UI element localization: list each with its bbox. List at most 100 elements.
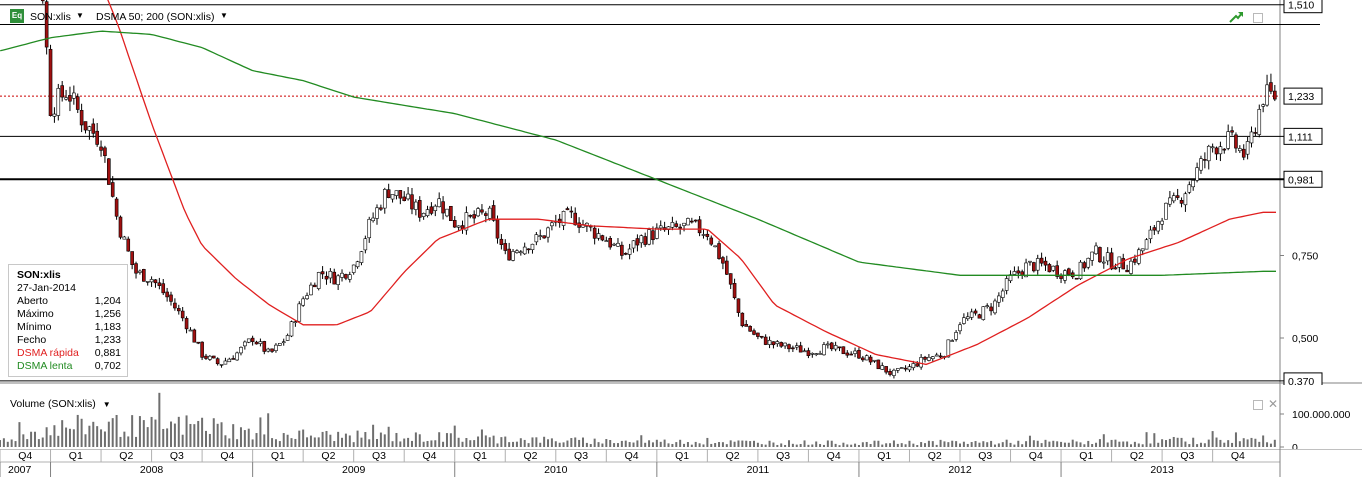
volume-bar <box>88 425 91 447</box>
volume-bar <box>850 444 853 447</box>
volume-bar <box>920 442 923 447</box>
candle-body <box>965 316 970 320</box>
volume-bar <box>181 434 184 447</box>
candle-body <box>592 227 597 239</box>
legend-value: 1,183 <box>94 321 121 333</box>
volume-bar <box>1258 441 1261 447</box>
volume-bar <box>10 439 13 447</box>
quarter-label: Q1 <box>69 450 83 462</box>
candle-body <box>87 126 92 131</box>
volume-tick-label: 0 <box>1292 442 1298 454</box>
volume-bar <box>531 437 534 447</box>
quarter-label: Q1 <box>1079 450 1093 462</box>
volume-bar <box>22 434 25 447</box>
volume-bar <box>212 418 215 447</box>
volume-bar <box>632 442 635 447</box>
volume-bar <box>515 441 518 447</box>
volume-bar <box>14 441 17 447</box>
maximize-volume-icon[interactable] <box>1253 400 1263 410</box>
volume-bar <box>344 433 347 447</box>
candle-body <box>845 352 850 356</box>
volume-bar <box>997 443 1000 447</box>
quarter-label: Q1 <box>473 450 487 462</box>
candle-body <box>1113 267 1118 270</box>
volume-bar <box>282 433 285 447</box>
volume-bar <box>1203 443 1206 447</box>
volume-bar <box>360 437 363 447</box>
candle-body <box>441 201 445 214</box>
volume-bar <box>756 442 759 447</box>
indicator-selector[interactable]: DSMA 50; 200 (SON:xlis) <box>96 11 215 23</box>
volume-bar <box>321 431 324 447</box>
volume-bar <box>826 440 829 447</box>
volume-bar <box>1215 437 1218 447</box>
trend-arrow-icon[interactable] <box>1228 10 1244 24</box>
price-tag-box <box>1283 127 1323 145</box>
candle-body <box>954 332 958 340</box>
candle-body <box>52 113 57 117</box>
volume-bar <box>1231 442 1234 447</box>
candle-body <box>697 219 702 234</box>
volume-bar <box>352 442 355 447</box>
volume-bar <box>721 442 724 447</box>
symbol-selector[interactable]: SON:xlis <box>30 11 71 23</box>
maximize-pane-icon[interactable] <box>1253 13 1263 23</box>
candle-body <box>410 194 414 210</box>
volume-bar <box>1036 440 1039 447</box>
quarter-label: Q2 <box>726 450 740 462</box>
volume-bar <box>72 429 75 447</box>
close-volume-icon[interactable]: ✕ <box>1268 397 1279 411</box>
volume-bar <box>865 441 868 447</box>
volume-bar <box>1087 440 1090 447</box>
candle-body <box>612 243 616 246</box>
volume-bar <box>306 437 309 447</box>
volume-bar <box>659 441 662 447</box>
volume-bar <box>702 444 705 447</box>
candle-body <box>1152 227 1157 231</box>
volume-dropdown-icon[interactable]: ▼ <box>102 400 111 409</box>
volume-bar <box>780 443 783 447</box>
symbol-dropdown-icon[interactable]: ▼ <box>76 11 84 20</box>
chart-toolbar: Eq SON:xlis ▼ DSMA 50; 200 (SON:xlis) ▼ <box>0 0 1280 28</box>
legend-value: 1,204 <box>94 295 121 307</box>
volume-bar <box>216 423 219 447</box>
candle-body <box>565 208 570 211</box>
candle-body <box>721 257 725 264</box>
volume-bar <box>0 440 1 447</box>
candle-body <box>1191 180 1195 188</box>
candle-body <box>635 238 640 246</box>
volume-bar <box>605 439 608 447</box>
indicator-dropdown-icon[interactable]: ▼ <box>220 11 228 20</box>
candle-body <box>1253 132 1258 134</box>
volume-bar <box>512 441 515 447</box>
candle-body <box>239 346 243 354</box>
candle-body <box>188 329 193 332</box>
quarter-label: Q4 <box>18 450 32 462</box>
volume-bar <box>815 441 818 447</box>
volume-bar <box>414 432 417 447</box>
volume-bar <box>609 440 612 447</box>
volume-bar <box>1250 437 1253 447</box>
candle-body <box>359 251 364 263</box>
volume-panel-title[interactable]: Volume (SON:xlis) ▼ <box>10 398 111 410</box>
volume-bar <box>399 441 402 447</box>
candle-body <box>993 300 997 314</box>
candle-body <box>655 227 659 239</box>
volume-bar <box>496 443 499 447</box>
candle-body <box>1195 167 1199 181</box>
volume-bar <box>294 438 297 447</box>
candle-body <box>522 246 527 255</box>
candle-body <box>791 347 795 350</box>
volume-bar <box>593 438 596 447</box>
fast-ma-line <box>107 0 1276 366</box>
price-tick-label: 0,750 <box>1292 251 1318 263</box>
volume-bar <box>403 438 406 447</box>
volume-bar <box>33 431 36 447</box>
volume-bar <box>795 444 798 447</box>
candle-body <box>814 353 818 355</box>
volume-bar <box>539 442 542 447</box>
volume-bar <box>1095 442 1098 447</box>
volume-bar <box>889 443 892 447</box>
quarter-label: Q4 <box>625 450 639 462</box>
volume-bar <box>426 441 429 447</box>
